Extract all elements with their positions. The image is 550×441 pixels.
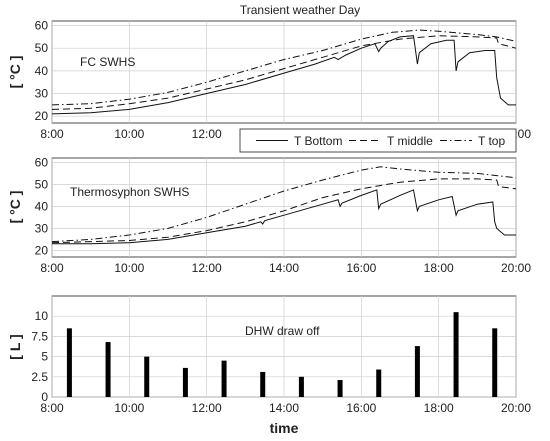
y-tick-label: 30 — [35, 221, 49, 235]
bar — [376, 369, 382, 397]
x-tick-label: 8:00 — [40, 401, 64, 415]
bars-dhw — [66, 312, 498, 397]
x-tick-label: 18:00 — [424, 261, 454, 275]
panel-annotation-thermosyphon: Thermosyphon SWHS — [70, 185, 189, 199]
y-tick-label: 50 — [35, 177, 49, 191]
x-tick-label: 10:00 — [114, 401, 144, 415]
x-tick-label: 16:00 — [346, 261, 376, 275]
ticks-thermosyphon: 20 30 40 50 60 8:00 10:00 12:00 14:00 16:00 18:00 2… — [35, 155, 532, 275]
bar — [221, 360, 227, 397]
panel-annotation-dhw: DHW draw off — [245, 324, 320, 338]
legend: T Bottom T middle T top — [239, 128, 517, 153]
y-tick-label: 20 — [35, 109, 49, 123]
y-tick-label: 10 — [35, 309, 49, 323]
series-line-t-middle — [51, 178, 517, 244]
x-tick-label: 20:00 — [501, 401, 531, 415]
bar — [298, 376, 304, 397]
series-line-t-bottom — [52, 189, 516, 245]
panel-fc-swhs: Transient weather Day 20 30 40 50 60 8:00 10:0… — [7, 3, 531, 153]
x-tick-label: 18:00 — [424, 401, 454, 415]
ticks-dhw: 0 2.5 5 7.5 10 8:00 10:00 12:00 14:00 16:00 18:00 2… — [31, 309, 531, 415]
series-line-t-top — [51, 166, 517, 243]
x-tick-label: 12:00 — [192, 401, 222, 415]
bar — [414, 346, 420, 397]
series-fc — [51, 29, 517, 115]
panel-thermosyphon-swhs: 20 30 40 50 60 8:00 10:00 12:00 14:00 16:00 18:00 2… — [7, 155, 531, 275]
grid-fc — [51, 21, 517, 123]
legend-entry-bottom: T Bottom — [294, 134, 342, 148]
bar — [260, 371, 266, 397]
x-tick-label: 10:00 — [114, 261, 144, 275]
x-tick-label: 12:00 — [192, 261, 222, 275]
chart-title: Transient weather Day — [240, 3, 360, 17]
y-axis-label-dhw: [ L ] — [7, 334, 23, 359]
bar — [492, 328, 498, 397]
bar — [337, 380, 343, 397]
panel-annotation-fc: FC SWHS — [80, 55, 135, 69]
panel-dhw-draw-off: 0 2.5 5 7.5 10 8:00 10:00 12:00 14:00 16:00 18:00 2… — [7, 295, 531, 436]
x-tick-label: 16:00 — [346, 401, 376, 415]
legend-entry-top: T top — [478, 134, 505, 148]
bar — [182, 367, 188, 397]
y-axis-label-fc: [ °C ] — [7, 56, 23, 89]
x-tick-label: 8:00 — [40, 261, 64, 275]
bar — [105, 342, 111, 397]
y-tick-label: 0 — [41, 390, 48, 404]
x-tick-label: 8:00 — [40, 127, 64, 141]
bar — [144, 356, 150, 397]
x-tick-label: 14:00 — [269, 401, 299, 415]
y-tick-label: 20 — [35, 243, 49, 257]
x-axis-label: time — [270, 420, 299, 436]
y-tick-label: 7.5 — [31, 329, 48, 343]
series-line-t-bottom — [51, 35, 516, 115]
y-axis-label-thermosyphon: [ °C ] — [7, 191, 23, 224]
legend-entry-middle: T middle — [387, 134, 433, 148]
x-tick-label: 14:00 — [269, 261, 299, 275]
series-line-t-middle — [51, 35, 517, 110]
grid-dhw — [51, 296, 517, 398]
x-tick-label: 12:00 — [192, 127, 222, 141]
y-tick-label: 60 — [35, 155, 49, 169]
series-line-t-top — [51, 29, 517, 106]
y-tick-label: 50 — [35, 41, 49, 55]
y-tick-label: 40 — [35, 199, 49, 213]
bar — [66, 328, 72, 397]
series-thermosyphon — [51, 166, 517, 245]
y-tick-label: 2.5 — [31, 370, 48, 384]
y-tick-label: 5 — [41, 350, 48, 364]
x-tick-label: 20:00 — [501, 261, 531, 275]
y-tick-label: 60 — [35, 19, 49, 33]
x-tick-label: 10:00 — [114, 127, 144, 141]
y-tick-label: 40 — [35, 64, 49, 78]
y-tick-label: 30 — [35, 87, 49, 101]
bar — [453, 312, 459, 397]
